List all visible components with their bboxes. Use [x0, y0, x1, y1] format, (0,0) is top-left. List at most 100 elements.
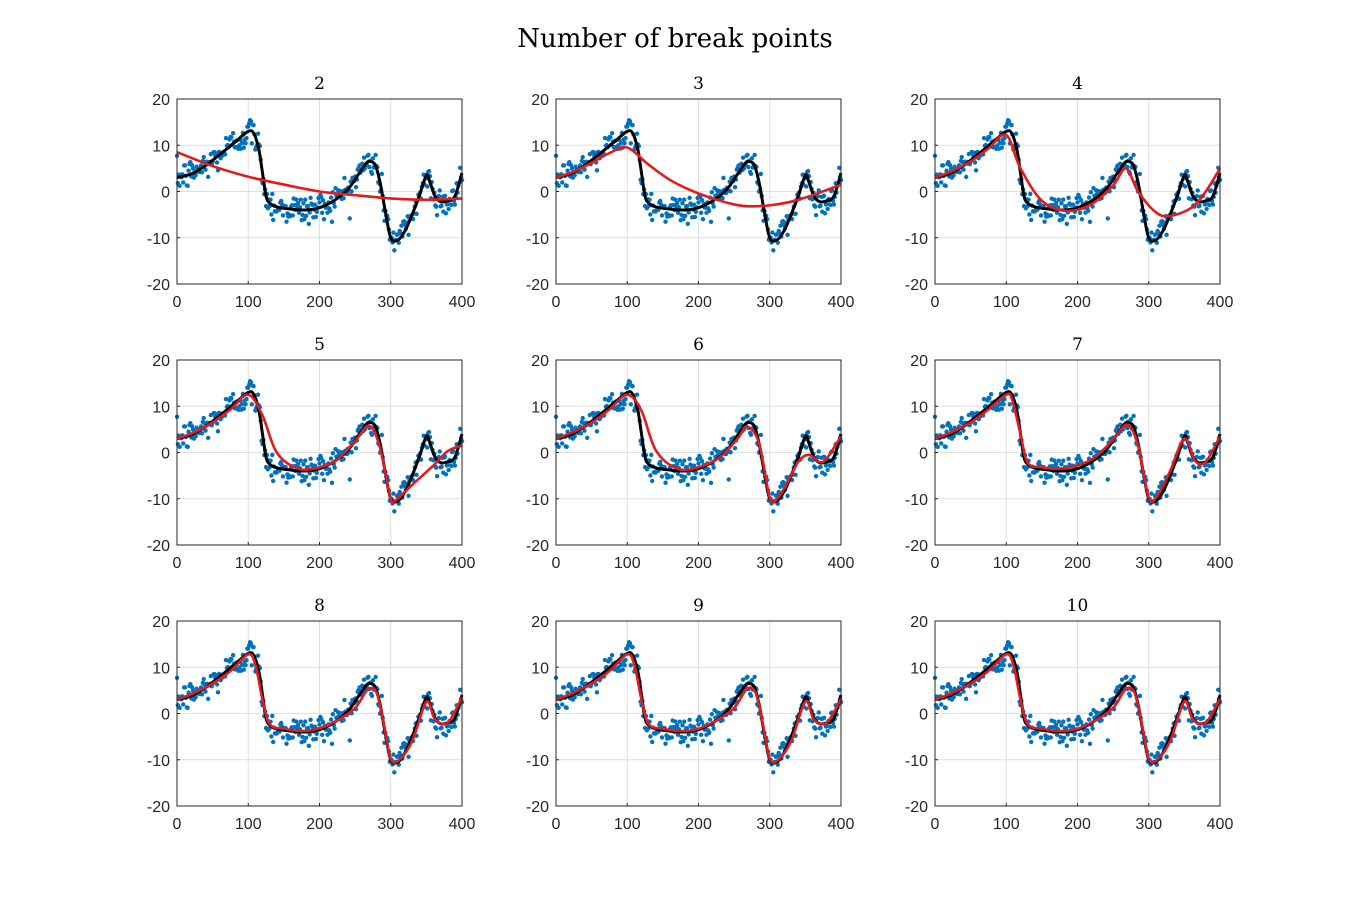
panel-title: 9 [693, 596, 704, 616]
data-point [399, 484, 404, 489]
data-point [426, 690, 432, 696]
data-point [1072, 470, 1078, 475]
data-point [822, 211, 828, 216]
data-point [1184, 690, 1190, 696]
data-point [1027, 734, 1032, 739]
data-point [634, 131, 640, 136]
data-point [239, 662, 245, 668]
y-tick-label: -10 [905, 231, 928, 248]
data-point [1210, 463, 1216, 468]
data-point [1127, 432, 1133, 437]
data-point [321, 739, 327, 744]
data-point [1075, 722, 1080, 727]
data-point [270, 713, 275, 719]
data-point [1064, 482, 1070, 487]
data-point [818, 464, 823, 469]
data-point [1060, 478, 1065, 483]
x-tick-label: 0 [173, 816, 182, 833]
data-point [1009, 644, 1014, 650]
data-point [1204, 467, 1209, 473]
data-point [602, 396, 608, 402]
data-point [561, 424, 567, 429]
x-tick-label: 100 [235, 555, 262, 572]
data-point [294, 458, 299, 463]
data-point [1208, 188, 1214, 193]
x-tick-label: 100 [614, 294, 641, 311]
y-tick-label: -10 [905, 753, 928, 770]
data-point [298, 197, 303, 202]
data-point [446, 467, 451, 473]
data-point [1164, 232, 1169, 238]
x-tick-label: 200 [306, 816, 333, 833]
data-point [1191, 465, 1197, 470]
data-point [1077, 471, 1083, 477]
true-curve [555, 390, 843, 504]
data-point [822, 472, 828, 477]
data-point [749, 678, 755, 683]
data-point [627, 379, 633, 385]
panel-3: 0 100 200 300 400 -20 -10 0 10 20 3 [526, 74, 855, 311]
data-point [1149, 491, 1154, 496]
panel-title: 5 [314, 335, 325, 355]
x-tick-label: 400 [1207, 816, 1234, 833]
data-point [804, 706, 809, 711]
data-point [239, 140, 245, 146]
x-tick-label: 200 [306, 555, 333, 572]
x-tick-label: 400 [828, 816, 855, 833]
data-point [997, 401, 1003, 407]
data-point [1001, 140, 1006, 146]
data-point [223, 396, 229, 402]
data-point [317, 722, 322, 727]
data-point [973, 429, 979, 434]
y-tick-label: -10 [526, 753, 549, 770]
data-point [1052, 719, 1057, 724]
data-point [676, 205, 682, 210]
data-point [306, 482, 312, 487]
data-point [452, 463, 458, 468]
data-point [622, 401, 627, 407]
data-point [816, 449, 821, 454]
data-point [445, 462, 450, 468]
data-point [442, 193, 448, 199]
data-point [752, 152, 757, 158]
data-point [1048, 474, 1053, 479]
x-tick-label: 0 [173, 294, 182, 311]
data-point [1086, 195, 1092, 200]
data-point [241, 145, 246, 150]
data-point [1071, 214, 1077, 220]
data-point [321, 478, 327, 483]
y-tick-label: 0 [540, 707, 549, 724]
data-point [758, 171, 764, 177]
data-point [572, 695, 577, 700]
data-point [699, 459, 705, 464]
data-point [608, 135, 613, 140]
data-point [685, 482, 691, 487]
data-point [320, 720, 326, 725]
y-tick-label: -20 [526, 799, 549, 816]
data-point [674, 722, 680, 728]
y-tick-label: -20 [526, 538, 549, 555]
data-point [1070, 202, 1076, 207]
data-point [745, 674, 750, 680]
data-point [1203, 201, 1208, 207]
data-point [230, 653, 236, 658]
data-point [1054, 471, 1060, 476]
data-point [205, 696, 211, 702]
x-tick-label: 300 [377, 555, 404, 572]
x-tick-label: 0 [552, 555, 561, 572]
fitted-curve [934, 652, 1222, 764]
data-point [687, 195, 692, 201]
data-point [1111, 446, 1117, 451]
data-point [696, 200, 701, 205]
data-point [1164, 754, 1169, 760]
data-point [249, 663, 255, 668]
data-point [740, 416, 746, 421]
data-point [951, 173, 956, 178]
data-point [1201, 472, 1207, 477]
data-point [433, 465, 439, 470]
x-tick-label: 0 [552, 816, 561, 833]
data-point [609, 392, 615, 397]
data-point [825, 206, 830, 212]
data-point [205, 174, 211, 180]
data-point [446, 728, 451, 734]
